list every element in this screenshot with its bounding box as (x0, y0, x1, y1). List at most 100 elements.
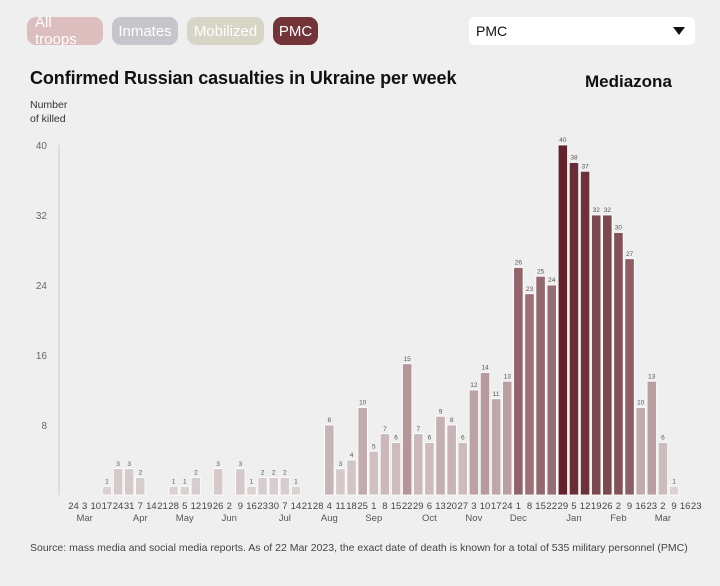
bar-value-label: 40 (559, 137, 567, 144)
x-tick-label: 2 (616, 501, 621, 512)
bar (668, 485, 680, 496)
bar (446, 424, 457, 496)
bar (579, 170, 591, 496)
tab-inmates[interactable]: Inmates (112, 17, 178, 45)
bar-value-label: 5 (372, 443, 376, 450)
x-tick-label: 21 (302, 501, 313, 512)
bar (413, 433, 424, 496)
x-tick-label: 7 (138, 501, 143, 512)
x-tick-label: 20 (446, 501, 457, 512)
x-tick-label: 11 (336, 501, 346, 512)
x-tick-label: 25 (357, 501, 368, 512)
bar (346, 459, 357, 496)
tab-all-troops[interactable]: All troops (27, 14, 103, 48)
tab-mobilized[interactable]: Mobilized (187, 17, 264, 45)
bar (324, 424, 335, 496)
bar-value-label: 2 (261, 470, 265, 477)
x-tick-label: 3 (82, 501, 87, 512)
bar (179, 485, 190, 496)
bar-value-label: 3 (339, 461, 343, 468)
bar-value-label: 1 (183, 478, 187, 485)
bar (168, 485, 179, 496)
bar (568, 162, 580, 496)
bar (390, 442, 402, 496)
x-tick-label: 29 (413, 501, 424, 512)
bar-value-label: 14 (481, 365, 489, 372)
category-select[interactable]: PMC (469, 17, 695, 45)
bar-value-label: 2 (272, 470, 276, 477)
x-tick-label: 28 (168, 501, 179, 512)
bar (101, 485, 113, 496)
x-tick-label: 5 (182, 501, 187, 512)
x-tick-label: 28 (313, 501, 324, 512)
bar (368, 450, 379, 496)
bar (457, 442, 468, 496)
bar (257, 477, 268, 496)
bar-value-label: 12 (470, 382, 478, 389)
x-tick-label: 24 (502, 501, 513, 512)
bar-value-label: 13 (648, 373, 656, 380)
x-tick-label: 23 (647, 501, 658, 512)
x-tick-label: 19 (202, 501, 213, 512)
x-tick-label: 17 (102, 501, 113, 512)
bar (546, 284, 557, 496)
x-tick-label: 8 (382, 501, 387, 512)
bar-value-label: 25 (537, 268, 545, 275)
x-tick-label: 30 (268, 501, 279, 512)
bar (279, 477, 290, 496)
bar-value-label: 6 (394, 435, 398, 442)
y-tick-label: 32 (36, 211, 48, 222)
y-axis-label-line2: of killed (30, 113, 66, 125)
tab-pmc[interactable]: PMC (273, 17, 318, 45)
bar-value-label: 9 (439, 408, 443, 415)
y-axis-label: Number of killed (30, 98, 90, 126)
bar-value-label: 3 (116, 461, 120, 468)
x-month-label: May (176, 513, 194, 524)
bar (591, 214, 602, 496)
bar-value-label: 4 (350, 452, 354, 459)
bar-value-label: 24 (548, 277, 556, 284)
x-month-label: Mar (76, 513, 92, 524)
source-note: Source: mass media and social media repo… (30, 542, 688, 554)
x-month-label: Mar (655, 513, 671, 524)
bar (290, 485, 302, 496)
x-month-label: Nov (465, 513, 482, 524)
x-tick-label: 23 (691, 501, 702, 512)
y-tick-label: 40 (36, 141, 48, 152)
x-tick-label: 9 (238, 501, 243, 512)
x-tick-label: 15 (535, 501, 546, 512)
bar (468, 389, 479, 496)
x-tick-label: 12 (580, 501, 591, 512)
x-tick-label: 26 (602, 501, 613, 512)
x-tick-label: 15 (391, 501, 402, 512)
x-tick-label: 10 (91, 501, 102, 512)
bar (524, 293, 535, 496)
bar-value-label: 32 (593, 207, 601, 214)
bar-value-label: 8 (450, 417, 454, 424)
bar-value-label: 7 (416, 426, 420, 433)
bar-value-label: 7 (383, 426, 387, 433)
bar-value-label: 23 (526, 286, 534, 293)
bar (613, 232, 624, 496)
bar-value-label: 27 (626, 251, 634, 258)
chevron-down-icon (673, 27, 685, 35)
y-tick-label: 24 (36, 281, 48, 292)
category-tabs: All troops Inmates Mobilized PMC (27, 14, 318, 48)
x-tick-label: 27 (457, 501, 468, 512)
bar (379, 433, 391, 496)
select-value: PMC (476, 23, 508, 39)
x-tick-label: 10 (480, 501, 491, 512)
x-tick-label: 5 (571, 501, 576, 512)
bar (435, 415, 446, 496)
bar (646, 380, 657, 496)
x-tick-label: 2 (660, 501, 665, 512)
chart-title: Confirmed Russian casualties in Ukraine … (30, 68, 457, 88)
bar-value-label: 3 (239, 461, 243, 468)
x-tick-label: 14 (146, 501, 157, 512)
x-month-label: Aug (321, 513, 338, 524)
x-tick-label: 22 (402, 501, 413, 512)
bar (513, 267, 524, 496)
x-month-label: Jan (566, 513, 581, 524)
bar-value-label: 1 (105, 478, 109, 485)
bar (335, 468, 346, 496)
